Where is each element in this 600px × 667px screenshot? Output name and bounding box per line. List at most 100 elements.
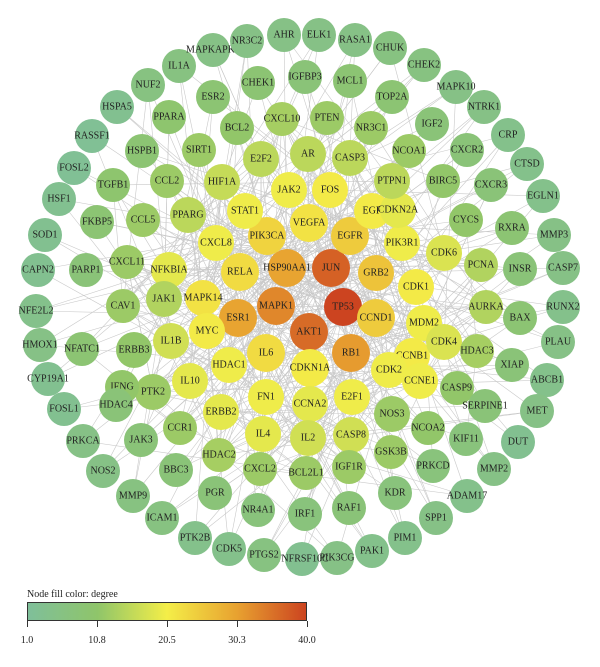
node-ppara[interactable]: PPARA (152, 100, 186, 134)
node-ccl5[interactable]: CCL5 (126, 203, 160, 237)
node-prkcd[interactable]: PRKCD (416, 449, 450, 483)
node-nfkbia[interactable]: NFKBIA (150, 252, 188, 288)
node-tp53[interactable]: TP53 (324, 288, 362, 326)
node-ccl2[interactable]: CCL2 (150, 164, 184, 198)
node-cxcr3[interactable]: CXCR3 (474, 168, 508, 202)
node-cdk2[interactable]: CDK2 (371, 352, 407, 388)
node-ccne1[interactable]: CCNE1 (402, 363, 438, 399)
node-ncoa1[interactable]: NCOA1 (392, 134, 426, 168)
node-cycs[interactable]: CYCS (449, 203, 483, 237)
node-cxcl11[interactable]: CXCL11 (109, 245, 145, 279)
node-casp8[interactable]: CASP8 (333, 417, 369, 453)
node-met[interactable]: MET (520, 394, 554, 428)
node-parp1[interactable]: PARP1 (69, 253, 103, 287)
node-nr3c2[interactable]: NR3C2 (230, 24, 264, 58)
node-hsf1[interactable]: HSF1 (42, 182, 76, 216)
node-irf1[interactable]: IRF1 (288, 497, 322, 531)
node-kdr[interactable]: KDR (378, 476, 412, 510)
node-adam17[interactable]: ADAM17 (447, 479, 488, 513)
node-pik3cg[interactable]: PIK3CG (319, 541, 355, 575)
node-casp3[interactable]: CASP3 (332, 140, 368, 176)
node-abcb1[interactable]: ABCB1 (530, 363, 564, 397)
node-egf[interactable]: EGF (354, 193, 390, 229)
node-il1a[interactable]: IL1A (162, 49, 196, 83)
node-nfatc1[interactable]: NFATC1 (64, 332, 100, 366)
node-sod1[interactable]: SOD1 (28, 218, 62, 252)
node-egln1[interactable]: EGLN1 (526, 179, 560, 213)
node-hdac4[interactable]: HDAC4 (99, 388, 133, 422)
node-hif1a[interactable]: HIF1A (204, 164, 240, 200)
node-ncoa2[interactable]: NCOA2 (411, 411, 445, 445)
node-hdac1[interactable]: HDAC1 (211, 347, 247, 383)
node-cdk6[interactable]: CDK6 (426, 235, 462, 271)
node-rassf1[interactable]: RASSF1 (74, 119, 110, 153)
node-rela[interactable]: RELA (221, 253, 259, 291)
node-jak1[interactable]: JAK1 (146, 281, 182, 317)
node-pak1[interactable]: PAK1 (355, 534, 389, 568)
node-nos3[interactable]: NOS3 (374, 396, 410, 432)
node-tgfb1[interactable]: TGFB1 (96, 168, 130, 202)
node-birc5[interactable]: BIRC5 (426, 164, 460, 198)
node-pim1[interactable]: PIM1 (388, 521, 422, 555)
node-tnfrsf10c[interactable]: TNFRSF10C (275, 542, 329, 576)
node-cav1[interactable]: CAV1 (106, 289, 140, 323)
node-cdkn2a[interactable]: CDKN2A (378, 192, 419, 228)
node-mapkapk2[interactable]: MAPKAPK2 (186, 33, 240, 67)
node-dut[interactable]: DUT (501, 425, 535, 459)
node-bbc3[interactable]: BBC3 (159, 453, 193, 487)
node-fosl1[interactable]: FOSL1 (47, 392, 81, 426)
node-mmp3[interactable]: MMP3 (537, 218, 571, 252)
node-myc[interactable]: MYC (189, 313, 225, 349)
node-crp[interactable]: CRP (491, 118, 525, 152)
node-e2f1[interactable]: E2F1 (334, 379, 370, 415)
node-igf2[interactable]: IGF2 (415, 107, 449, 141)
node-cdkn1a[interactable]: CDKN1A (290, 349, 331, 387)
node-ptgs2[interactable]: PTGS2 (247, 538, 281, 572)
node-rxra[interactable]: RXRA (495, 211, 529, 245)
node-xiap[interactable]: XIAP (495, 348, 529, 382)
node-bcl2[interactable]: BCL2 (220, 111, 254, 145)
node-spp1[interactable]: SPP1 (419, 501, 453, 535)
node-nos2[interactable]: NOS2 (86, 454, 120, 488)
node-prkca[interactable]: PRKCA (66, 424, 100, 458)
node-icam1[interactable]: ICAM1 (145, 501, 179, 535)
node-ptk2b[interactable]: PTK2B (178, 521, 212, 555)
node-ccna2[interactable]: CCNA2 (292, 386, 328, 422)
node-kif11[interactable]: KIF11 (449, 422, 483, 456)
node-pten[interactable]: PTEN (310, 101, 344, 135)
node-mcl1[interactable]: MCL1 (333, 64, 367, 98)
node-erbb3[interactable]: ERBB3 (116, 332, 152, 368)
node-capn2[interactable]: CAPN2 (21, 253, 55, 287)
node-fn1[interactable]: FN1 (248, 379, 284, 415)
node-mapk10[interactable]: MAPK10 (437, 70, 476, 104)
node-ctsd[interactable]: CTSD (510, 147, 544, 181)
node-jak3[interactable]: JAK3 (124, 423, 158, 457)
node-raf1[interactable]: RAF1 (332, 491, 366, 525)
node-il1b[interactable]: IL1B (153, 323, 189, 359)
node-gsk3b[interactable]: GSK3B (374, 435, 408, 469)
node-cyp19a1[interactable]: CYP19A1 (27, 362, 69, 396)
node-ntrk1[interactable]: NTRK1 (467, 90, 501, 124)
node-hdac3[interactable]: HDAC3 (460, 334, 494, 368)
node-cxcl2[interactable]: CXCL2 (243, 452, 277, 486)
node-nfe2l2[interactable]: NFE2L2 (19, 294, 54, 328)
node-chuk[interactable]: CHUK (373, 31, 407, 65)
node-pik3ca[interactable]: PIK3CA (248, 217, 286, 255)
node-chek2[interactable]: CHEK2 (407, 48, 441, 82)
node-cxcl10[interactable]: CXCL10 (264, 102, 301, 136)
node-rb1[interactable]: RB1 (332, 334, 370, 372)
node-igfbp3[interactable]: IGFBP3 (288, 60, 322, 94)
node-ptpn1[interactable]: PTPN1 (374, 163, 410, 199)
node-nr3c1[interactable]: NR3C1 (354, 111, 388, 145)
node-mapk14[interactable]: MAPK14 (184, 280, 223, 316)
node-plau[interactable]: PLAU (541, 325, 575, 359)
node-runx2[interactable]: RUNX2 (546, 290, 580, 324)
node-nuf2[interactable]: NUF2 (131, 68, 165, 102)
node-grb2[interactable]: GRB2 (358, 255, 394, 291)
node-chek1[interactable]: CHEK1 (241, 66, 275, 100)
node-bcl2l1[interactable]: BCL2L1 (288, 456, 324, 490)
node-pik3r1[interactable]: PIK3R1 (384, 225, 420, 261)
node-esr1[interactable]: ESR1 (219, 299, 257, 337)
node-fos[interactable]: FOS (312, 172, 348, 208)
node-pgr[interactable]: PGR (198, 476, 232, 510)
